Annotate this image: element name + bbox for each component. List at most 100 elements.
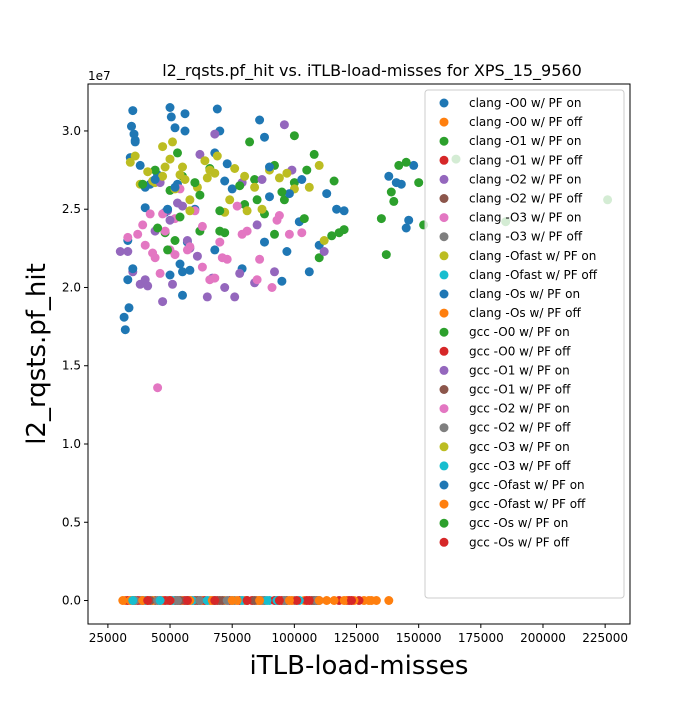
legend-marker [439,442,449,452]
data-point [210,168,220,178]
data-point [170,123,180,133]
legend-label: gcc -Os w/ PF on [469,516,568,530]
series-20 [130,126,307,214]
data-point [289,131,299,141]
y-tick-label: 2.5 [62,202,81,216]
data-point [222,159,232,169]
y-tick-label: 0.5 [62,515,81,529]
data-point [292,596,302,605]
legend-label: clang -O2 w/ PF off [469,192,583,206]
legend-marker [439,461,449,471]
data-point [240,171,250,181]
data-point [242,206,252,216]
data-point [414,178,424,188]
legend-label: clang -O1 w/ PF on [469,134,581,148]
x-tick-label: 200000 [520,631,566,645]
data-point [304,596,314,605]
data-point [279,195,289,205]
data-point [175,259,185,269]
data-point [230,164,240,173]
legend-marker [439,308,449,318]
data-point [153,383,163,393]
data-point [155,596,165,605]
y-tick-label: 0.0 [62,594,81,608]
data-point [304,182,314,192]
data-point [210,245,220,255]
data-point [178,162,187,172]
data-point [401,223,411,233]
legend-label: gcc -O1 w/ PF on [469,363,570,377]
series-23 [143,596,356,605]
data-point [165,215,175,225]
chart-title: l2_rqsts.pf_hit vs. iTLB-load-misses for… [162,61,582,81]
data-point [148,248,158,258]
data-point [339,225,349,235]
data-point [195,596,205,605]
series-14 [143,178,262,291]
legend-label: clang -O0 w/ PF on [469,96,581,110]
data-point [128,106,138,116]
data-point [143,281,153,291]
legend-marker [439,117,449,127]
data-point [250,175,260,184]
x-tick-label: 175000 [458,631,504,645]
data-point [200,156,210,166]
data-point [389,196,399,206]
data-point [145,209,155,219]
series-18 [148,137,292,216]
legend-marker [439,518,449,528]
data-point [155,268,165,278]
legend-marker [439,327,449,337]
data-point [282,247,292,256]
legend-marker [439,537,449,547]
data-point [170,250,180,260]
data-point [284,229,294,239]
legend-marker [439,385,449,394]
data-point [376,214,386,224]
data-point [250,182,260,192]
legend-label: gcc -Ofast w/ PF on [469,478,585,492]
data-point [265,162,274,172]
data-point [401,157,411,167]
data-point [163,204,173,214]
data-point [212,151,222,161]
data-point [140,240,150,250]
data-point [270,229,279,239]
data-point [339,206,349,216]
data-point [165,103,175,112]
data-point [127,121,136,131]
data-point [270,267,279,277]
data-point [158,171,168,181]
legend-label: clang -O1 w/ PF off [469,153,583,167]
data-point [150,175,160,184]
data-point [210,596,220,605]
legend-box [424,89,625,599]
data-point [180,126,190,136]
legend-marker [439,98,449,108]
data-point [120,325,130,335]
data-point [166,112,176,122]
data-point [297,228,307,238]
legend-label: gcc -Ofast w/ PF off [469,497,586,511]
y-tick-label: 1.0 [62,437,81,451]
legend-marker [439,346,449,356]
data-point [124,303,134,313]
data-point [347,596,356,605]
data-point [384,596,394,605]
data-point [202,292,212,302]
data-point [245,137,255,147]
legend-label: gcc -O0 w/ PF on [469,325,570,339]
data-point [257,175,267,184]
data-point [220,176,230,186]
data-point [384,171,394,181]
data-point [210,129,220,139]
data-point [197,221,207,231]
legend-marker [439,365,449,375]
data-point [272,215,282,225]
data-point [130,137,140,147]
data-point [185,242,195,252]
data-point [130,151,140,161]
data-point [168,137,177,147]
data-point [332,204,342,214]
